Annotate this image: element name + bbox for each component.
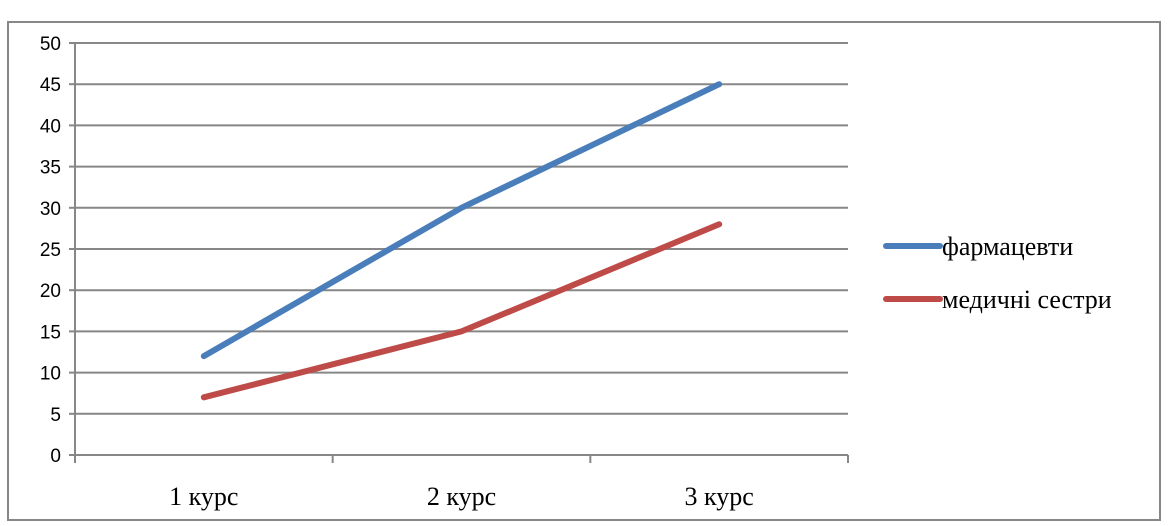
y-tick-label: 50	[40, 34, 61, 55]
y-tick-label: 0	[50, 446, 61, 467]
y-tick-label: 15	[40, 322, 61, 343]
axes: 0 5 10 15 20 25 30 35 40 45 50 1 курс 2 курс 3 курс	[40, 34, 849, 511]
y-tick-label: 35	[40, 158, 61, 179]
y-tick-label: 40	[40, 116, 61, 137]
series-lines	[200, 81, 723, 401]
legend-label: фармацевти	[942, 232, 1073, 261]
y-tick-label: 25	[40, 240, 61, 261]
legend: фармацевти медичні сестри	[883, 232, 1112, 314]
series-line-1	[200, 221, 723, 401]
x-tick-label: 1 курс	[169, 482, 238, 511]
y-tick-label: 5	[50, 405, 61, 426]
x-tick-label: 2 курс	[427, 482, 496, 511]
y-tick-label: 20	[40, 281, 61, 302]
legend-label: медичні сестри	[942, 285, 1112, 314]
series-line-0	[200, 81, 723, 360]
x-tick-label: 3 курс	[685, 482, 754, 511]
y-tick-label: 10	[40, 364, 61, 385]
y-tick-label: 30	[40, 199, 61, 220]
chart-border	[7, 21, 1161, 521]
y-tick-label: 45	[40, 75, 61, 96]
